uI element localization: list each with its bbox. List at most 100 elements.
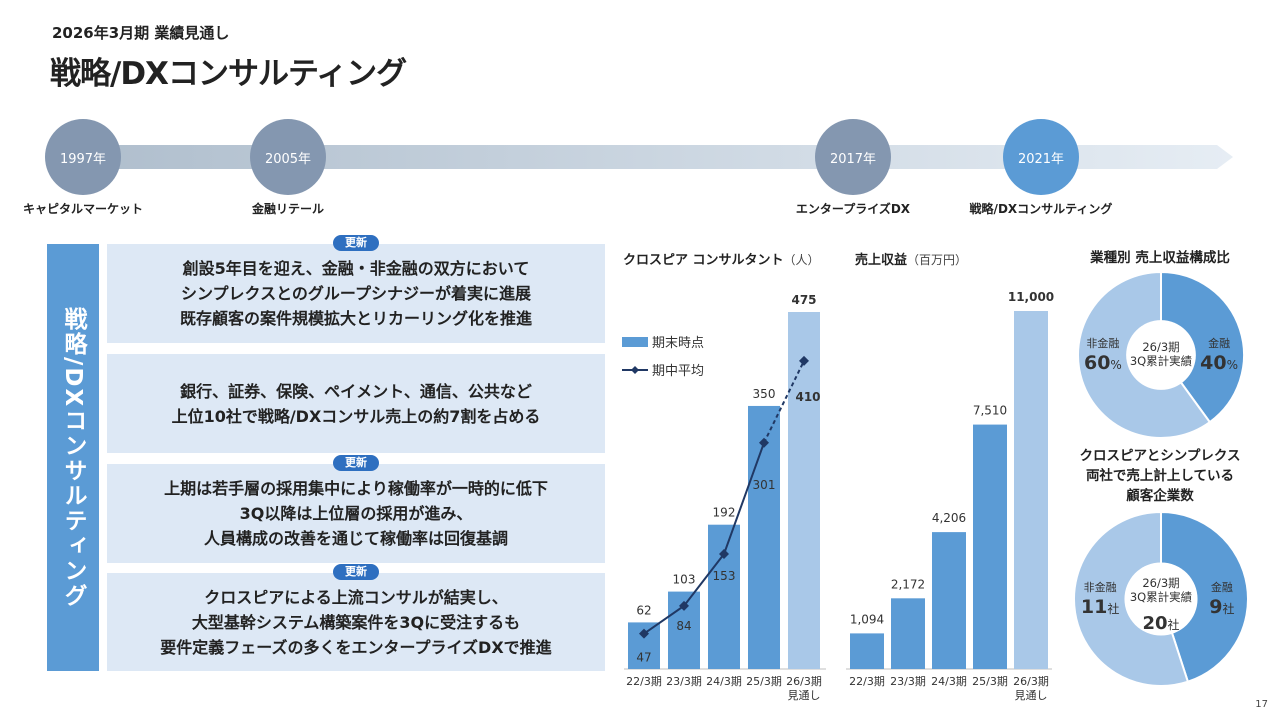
x-tick-label: 23/3期 [666, 675, 702, 688]
pie-slice-label: 非金融 [1084, 580, 1117, 594]
summary-line: 上位10社で戦略/DXコンサル売上の約7割を占める [171, 406, 541, 426]
consultant-chart-title: クロスピア コンサルタント（人） [623, 253, 820, 268]
x-tick-note: 見通し [1015, 689, 1048, 702]
x-tick-label: 26/3期 [786, 675, 822, 688]
update-badge: 更新 [333, 564, 379, 580]
legend-line-label: 期中平均 [652, 364, 704, 379]
summary-box-0: 創設5年目を迎え、金融・非金融の双方において シンプレクスとのグループシナジーが着… [107, 244, 605, 343]
bar-value-label: 1,094 [850, 612, 884, 626]
industry-pie-title: 業種別 売上収益構成比 [1090, 250, 1230, 266]
timeline-year-0: 1997年 [45, 119, 121, 195]
pie-slice-label: 金融 [1208, 336, 1230, 350]
timeline-arrow [55, 145, 1233, 169]
avg-point [639, 628, 649, 639]
bar-25/3期 [973, 424, 1007, 669]
pie-slice-金融 [1160, 510, 1249, 684]
timeline-label-3: 戦略/DXコンサルティング [969, 202, 1113, 216]
avg-line-forecast [763, 360, 805, 444]
summary-line: 上期は若手層の採用集中により稼働率が一時的に低下 [164, 479, 548, 498]
legend-line-marker [631, 366, 639, 374]
avg-value-label: 84 [676, 619, 691, 633]
summary-line: クロスピアによる上流コンサルが結実し、 [204, 587, 508, 607]
summary-line: 既存顧客の案件規模拡大とリカーリング化を推進 [179, 309, 532, 328]
pie-hole [1126, 320, 1196, 390]
x-tick-label: 23/3期 [890, 675, 926, 688]
bar-value-label: 475 [791, 293, 816, 307]
revenue-chart: 1,094 22/3期 2,172 23/3期 4,206 24/3期 7,510 25/3期… [846, 290, 1054, 702]
legend-bar-swatch [622, 337, 648, 347]
update-badge: 更新 [333, 235, 379, 251]
bar-value-label: 2,172 [891, 577, 925, 591]
client-pie-title: クロスピアとシンプレクス 両社で売上計上している 顧客企業数 [1079, 448, 1241, 504]
avg-value-label: 153 [713, 569, 736, 583]
summary-box-2: 上期は若手層の採用集中により稼働率が一時的に低下 3Q以降は上位層の採用が進み、人… [107, 464, 605, 563]
pie-center-label: 3Q累計実績 [1130, 590, 1193, 604]
update-badge: 更新 [333, 455, 379, 471]
pie-center-value: 20社 [1142, 613, 1179, 634]
summary-line: 大型基幹システム構築案件を3Qに受注するも [191, 612, 521, 632]
pie-center-label: 3Q累計実績 [1130, 354, 1193, 368]
pie-slice-value: 9社 [1209, 596, 1234, 618]
revenue-chart-title: 売上収益（百万円） [855, 253, 968, 268]
timeline-year-2: 2017年 [815, 119, 891, 195]
pie-slice-value: 60% [1084, 352, 1122, 374]
summary-line: シンプレクスとのグループシナジーが着実に進展 [181, 284, 531, 303]
timeline-year-1: 2005年 [250, 119, 326, 195]
side-label-text: 戦略/DXコンサルティング [60, 306, 86, 609]
bar-value-label: 103 [673, 573, 696, 587]
summary-line: 要件定義フェーズの多くをエンタープライズDXで推進 [160, 637, 552, 657]
x-tick-label: 25/3期 [746, 675, 782, 688]
bar-26/3期 [788, 312, 820, 669]
bar-23/3期 [891, 598, 925, 669]
bar-26/3期 [1014, 311, 1048, 669]
avg-value-label: 301 [753, 478, 776, 492]
pie-hole [1124, 562, 1198, 636]
x-tick-label: 24/3期 [931, 675, 967, 688]
avg-value-label: 47 [636, 651, 651, 665]
legend-bar-label: 期末時点 [652, 336, 704, 351]
summary-line: 人員構成の改善を通じて稼働率は回復基調 [203, 529, 508, 548]
x-tick-label: 26/3期 [1013, 675, 1049, 688]
summary-line: 創設5年目を迎え、金融・非金融の双方において [182, 259, 530, 278]
pie-slice-value: 40% [1200, 352, 1238, 374]
bar-value-label: 350 [753, 387, 776, 401]
avg-line-actual [643, 442, 765, 635]
bar-24/3期 [708, 524, 740, 669]
avg-point [759, 437, 769, 448]
timeline-label-2: エンタープライズDX [795, 202, 911, 216]
avg-point [679, 600, 689, 611]
x-tick-note: 見通し [788, 689, 821, 702]
timeline-label-1: 金融リテール [251, 202, 325, 216]
bar-24/3期 [932, 532, 966, 669]
x-tick-label: 22/3期 [849, 675, 885, 688]
pie-center-label: 26/3期 [1142, 576, 1179, 590]
bar-22/3期 [850, 633, 884, 669]
bar-value-label: 11,000 [1008, 290, 1054, 304]
x-tick-label: 22/3期 [626, 675, 662, 688]
summary-line: 銀行、証券、保険、ペイメント、通信、公共など [180, 381, 532, 401]
bar-value-label: 7,510 [973, 404, 1007, 418]
timeline-year-3: 2021年 [1003, 119, 1079, 195]
bar-value-label: 192 [713, 506, 736, 520]
page-subtitle: 2026年3月期 業績見通し [52, 24, 230, 42]
pie-slice-label: 非金融 [1086, 336, 1119, 350]
pie-slice-金融 [1160, 270, 1245, 424]
avg-value-label: 410 [795, 390, 820, 404]
avg-point [719, 549, 729, 560]
x-tick-label: 25/3期 [972, 675, 1008, 688]
timeline-label-0: キャピタルマーケット [22, 202, 144, 216]
side-label: 戦略/DXコンサルティング [47, 244, 99, 671]
page-number: 17 [1255, 699, 1268, 710]
bar-value-label: 62 [636, 603, 651, 617]
pie-center-label: 26/3期 [1142, 340, 1179, 354]
summary-box-1: 銀行、証券、保険、ペイメント、通信、公共など 上位10社で戦略/DXコンサル売上の… [107, 354, 605, 453]
page-title: 戦略/DXコンサルティング [50, 56, 407, 92]
pie-slice-value: 11社 [1081, 596, 1119, 618]
x-tick-label: 24/3期 [706, 675, 742, 688]
pie-slice-label: 金融 [1211, 580, 1233, 594]
bar-25/3期 [748, 405, 780, 669]
avg-point [799, 355, 809, 366]
bar-value-label: 4,206 [932, 511, 966, 525]
